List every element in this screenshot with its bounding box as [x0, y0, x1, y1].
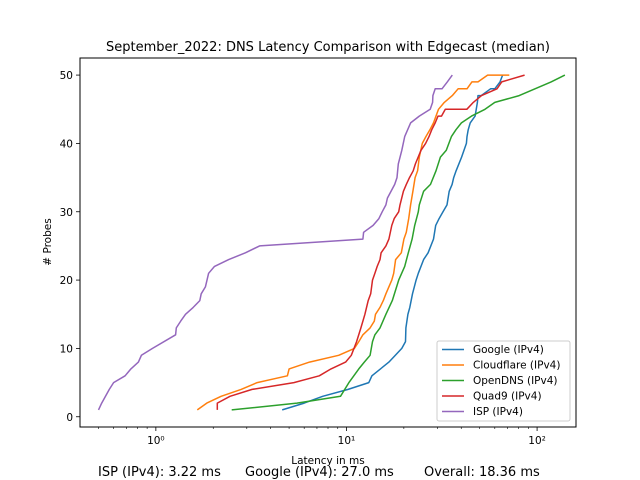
y-tick-label: 50 — [60, 70, 73, 82]
series-line-0 — [281, 74, 504, 411]
x-tick-label: 10⁰ — [147, 435, 165, 447]
y-tick-label: 20 — [60, 275, 73, 287]
series-line-1 — [196, 74, 510, 411]
chart-figure: September_2022: DNS Latency Comparison w… — [42, 40, 577, 466]
y-tick-label: 40 — [60, 138, 73, 150]
legend-label-4: ISP (IPv4) — [473, 406, 523, 418]
series-line-3 — [216, 74, 525, 410]
legend-label-2: OpenDNS (IPv4) — [473, 375, 558, 387]
google-summary: Google (IPv4): 27.0 ms — [245, 465, 394, 480]
legend-label-0: Google (IPv4) — [473, 344, 544, 356]
x-tick-label: 10² — [528, 435, 546, 447]
legend-label-3: Quad9 (IPv4) — [473, 391, 542, 403]
axes-ticks: 10⁰ 10¹ 10² 0 10 20 30 40 50 — [60, 70, 546, 447]
legend-label-1: Cloudflare (IPv4) — [473, 360, 560, 372]
x-tick-label: 10¹ — [338, 435, 356, 447]
y-axis-label: # Probes — [42, 218, 54, 265]
y-tick-label: 0 — [66, 412, 73, 424]
x-axis-label: Latency in ms — [291, 455, 364, 466]
isp-summary: ISP (IPv4): 3.22 ms — [98, 465, 221, 480]
y-tick-label: 30 — [60, 207, 73, 219]
legend: Google (IPv4) Cloudflare (IPv4) OpenDNS (I… — [436, 340, 571, 422]
summary-footer: ISP (IPv4): 3.22 ms Google (IPv4): 27.0 … — [0, 465, 640, 480]
overall-summary: Overall: 18.36 ms — [424, 465, 540, 480]
plot-lines — [97, 74, 566, 411]
chart-title: September_2022: DNS Latency Comparison w… — [106, 40, 550, 55]
y-tick-label: 10 — [60, 343, 73, 355]
legend-box — [436, 340, 571, 422]
series-line-2 — [231, 74, 566, 411]
series-line-4 — [97, 74, 453, 411]
